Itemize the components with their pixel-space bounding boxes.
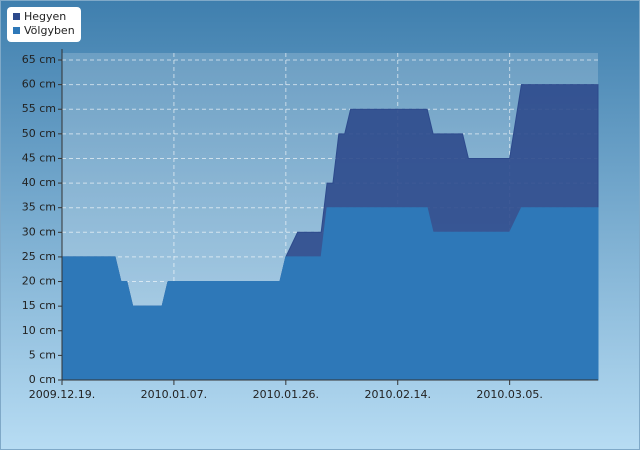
x-tick-label: 2009.12.19. [29,388,95,401]
legend-label: Völgyben [24,24,75,37]
y-tick-label: 65 cm [22,53,56,66]
x-tick-label: 2010.01.07. [141,388,207,401]
y-tick-label: 50 cm [22,127,56,140]
legend-label: Hegyen [24,10,67,23]
legend: Hegyen Völgyben [7,7,81,42]
y-tick-label: 55 cm [22,102,56,115]
x-tick-label: 2010.01.26. [253,388,319,401]
legend-swatch [13,13,20,20]
y-tick-label: 15 cm [22,299,56,312]
area [61,207,599,381]
y-tick-label: 0 cm [29,373,56,386]
x-tick-label: 2010.03.05. [476,388,542,401]
y-tick-label: 20 cm [22,275,56,288]
y-tick-label: 40 cm [22,176,56,189]
y-tick-label: 35 cm [22,201,56,214]
legend-swatch [13,27,20,34]
y-tick-label: 5 cm [29,348,56,361]
y-tick-label: 45 cm [22,151,56,164]
y-tick-label: 10 cm [22,324,56,337]
x-tick-label: 2010.02.14. [364,388,430,401]
y-tick-label: 25 cm [22,250,56,263]
legend-item[interactable]: Hegyen [13,10,75,24]
y-tick-label: 30 cm [22,225,56,238]
y-tick-label: 60 cm [22,78,56,91]
legend-item[interactable]: Völgyben [13,24,75,38]
